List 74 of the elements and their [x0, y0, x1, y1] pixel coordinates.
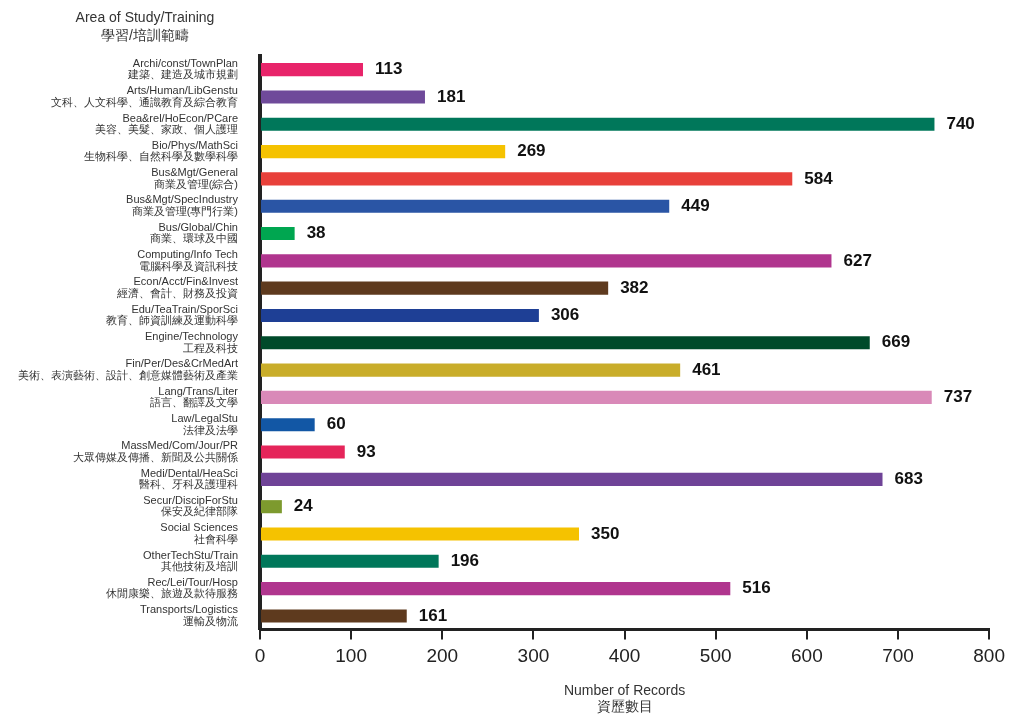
data-label: 740	[946, 113, 975, 133]
data-label: 683	[894, 469, 923, 489]
y-tick-label: Computing/Info Tech 電腦科學及資訊科技	[137, 248, 238, 272]
x-tick-label: 0	[254, 645, 266, 667]
data-label: 516	[742, 578, 771, 598]
x-tick-label: 200	[426, 645, 459, 667]
data-label: 461	[692, 359, 721, 379]
x-tick-label: 300	[517, 645, 550, 667]
bar	[261, 418, 315, 432]
bar	[261, 472, 883, 486]
data-label: 196	[450, 551, 480, 570]
data-label: 113	[374, 59, 403, 79]
y-tick-label: Econ/Acct/Fin&Invest 經濟、會計、財務及投資	[116, 275, 238, 299]
y-tick-label: Bio/Phys/MathSci 生物科學、自然科學及數學科學	[84, 138, 238, 163]
data-label: 584	[804, 168, 834, 188]
data-label: 669	[881, 332, 911, 352]
y-tick-label: Bus/Global/Chin 商業、環球及中國	[150, 220, 238, 245]
data-label: 38	[306, 223, 326, 243]
y-tick-label: Bus&Mgt/SpecIndustry 商業及管理(專門行業)	[126, 193, 239, 218]
bar	[261, 117, 935, 131]
bar	[261, 500, 282, 514]
data-label: 93	[356, 441, 376, 461]
y-tick-label: Medi/Dental/HeaSci 醫科、牙科及護理科	[139, 466, 238, 491]
y-tick-label: Edu/TeaTrain/SporSci 教育、師資訓練及運動科學	[106, 302, 238, 327]
y-tick-label: Social Sciences 社會科學	[160, 521, 239, 545]
x-tick-label: 400	[608, 645, 641, 667]
bar	[261, 582, 731, 596]
y-tick-label: Fin/Per/Des&CrMedArt 美術、表演藝術、設計、創意媒體藝術及產業	[18, 357, 238, 381]
y-axis-title: Area of Study/Training 學習/培訓範疇	[74, 8, 216, 44]
bar	[261, 445, 345, 459]
x-tick-label: 700	[882, 645, 914, 667]
bar	[261, 63, 363, 77]
x-axis-title: Number of Records 資歷數目	[563, 681, 686, 715]
y-tick-label: Law/LegalStu 法律及法學	[171, 412, 238, 436]
y-tick-label: Transports/Logistics 運輸及物流	[139, 603, 239, 627]
x-tick-label: 600	[791, 645, 823, 667]
bar	[261, 554, 439, 568]
bar	[261, 609, 407, 623]
y-tick-label: Bus&Mgt/General 商業及管理(綜合)	[151, 166, 238, 190]
bar	[261, 390, 932, 404]
bar	[261, 145, 506, 159]
bar	[261, 527, 579, 541]
bar	[261, 90, 425, 104]
y-tick-label: Lang/Trans/Liter 語言、翻譯及文學	[150, 384, 239, 409]
data-label: 350	[591, 523, 620, 543]
y-tick-label: Arts/Human/LibGenstu 文科、人文科學、通識教育及綜合教育	[51, 84, 238, 108]
y-tick-label: Engine/Technology 工程及科技	[145, 330, 239, 354]
y-tick-label: Secur/DiscipForStu 保安及紀律部隊	[143, 493, 238, 518]
bar	[261, 336, 870, 350]
bar	[261, 172, 793, 186]
y-tick-label: Archi/const/TownPlan 建築、建造及城市規劃	[127, 56, 238, 81]
data-label: 24	[293, 496, 314, 516]
data-label: 306	[550, 305, 580, 325]
bar	[261, 226, 295, 241]
data-label: 737	[943, 387, 973, 407]
bar	[261, 308, 539, 323]
x-tick-label: 100	[335, 645, 367, 667]
data-label: 269	[517, 141, 546, 161]
data-label: 449	[681, 195, 710, 215]
bar	[261, 281, 609, 295]
bar	[261, 199, 670, 213]
data-label: 181	[436, 86, 466, 106]
data-label: 161	[418, 605, 448, 625]
data-label: 382	[620, 277, 649, 297]
bar	[261, 363, 681, 377]
data-label: 60	[326, 414, 346, 434]
y-tick-label: Bea&rel/HoEcon/PCare 美容、美髮、家政、個人護理	[95, 111, 238, 136]
y-tick-label: OtherTechStu/Train 其他技術及培訓	[143, 548, 238, 573]
y-tick-label: Rec/Lei/Tour/Hosp 休閒康樂、旅遊及款待服務	[106, 575, 238, 600]
bar	[261, 254, 832, 268]
data-label: 627	[843, 250, 872, 270]
y-tick-label: MassMed/Com/Jour/PR 大眾傳媒及傳播、新聞及公共關係	[73, 439, 239, 463]
x-tick-label: 500	[699, 645, 732, 667]
x-tick-label: 800	[973, 645, 1005, 667]
